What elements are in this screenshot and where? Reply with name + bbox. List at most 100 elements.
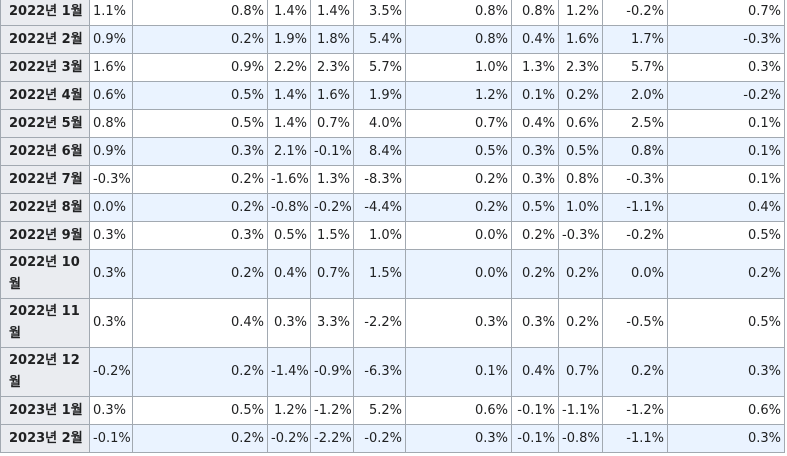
table-cell: 0.7% [558,347,603,397]
table-cell: 0.0% [89,193,133,222]
table-cell: -0.2% [602,221,668,250]
row-header: 2022년 6월 [0,137,90,166]
table-cell: 0.6% [667,396,785,425]
table-row: 2022년 9월 0.3% 0.3% 0.5% 1.5% 1.0% 0.0% 0.2% -0.3… [0,221,785,250]
table-cell: -0.5% [602,298,668,348]
row-header: 2023년 2월 [0,424,90,453]
table-cell: 2.1% [267,137,311,166]
table-cell: 0.3% [89,221,133,250]
table-cell: 0.8% [132,0,268,26]
table-cell: -0.3% [89,165,133,194]
table-cell: 0.6% [558,109,603,138]
table-row: 2022년 3월 1.6% 0.9% 2.2% 2.3% 5.7% 1.0% 1.3% 2.3%… [0,53,785,82]
row-header: 2022년 8월 [0,193,90,222]
table-cell: 0.2% [558,298,603,348]
table-cell: 0.2% [132,424,268,453]
table-cell: 1.9% [353,81,406,110]
table-cell: 0.3% [89,396,133,425]
table-cell: 0.4% [667,193,785,222]
table-cell: -0.1% [511,424,559,453]
table-cell: 0.3% [511,165,559,194]
table-cell: 0.9% [132,53,268,82]
table-cell: 1.6% [310,81,354,110]
table-cell: 0.1% [667,165,785,194]
table-cell: 3.3% [310,298,354,348]
table-cell: 1.2% [405,81,512,110]
table-cell: 0.5% [511,193,559,222]
table-cell: 0.3% [89,298,133,348]
table-cell: 0.7% [667,0,785,26]
table-cell: 1.4% [267,109,311,138]
table-cell: 0.7% [310,109,354,138]
table-cell: 3.5% [353,0,406,26]
row-header: 2022년 5월 [0,109,90,138]
table-row: 2022년 2월 0.9% 0.2% 1.9% 1.8% 5.4% 0.8% 0.4% 1.6%… [0,25,785,54]
table-cell: -0.2% [353,424,406,453]
table-cell: 0.5% [405,137,512,166]
table-row: 2022년 6월 0.9% 0.3% 2.1% -0.1% 8.4% 0.5% 0.3% 0.5… [0,137,785,166]
table-cell: 0.8% [602,137,668,166]
table-cell: 0.2% [558,81,603,110]
table-cell: 0.3% [667,53,785,82]
table-cell: -0.2% [267,424,311,453]
table-cell: 0.2% [602,347,668,397]
table-cell: 1.9% [267,25,311,54]
table-cell: -0.1% [310,137,354,166]
table-cell: 1.0% [558,193,603,222]
table-cell: 2.5% [602,109,668,138]
table-cell: 1.4% [267,81,311,110]
table-cell: -2.2% [310,424,354,453]
table-cell: 0.3% [132,221,268,250]
table-cell: 0.2% [132,165,268,194]
table-cell: 0.4% [511,25,559,54]
table-cell: 0.2% [405,165,512,194]
table-cell: 1.5% [310,221,354,250]
table-cell: 0.2% [558,249,603,299]
table-cell: 0.1% [667,109,785,138]
table-cell: 1.2% [267,396,311,425]
table-cell: 0.1% [511,81,559,110]
table-cell: 1.1% [89,0,133,26]
table-cell: 0.0% [405,249,512,299]
table-cell: -0.9% [310,347,354,397]
table-cell: 1.7% [602,25,668,54]
table-cell: -0.2% [667,81,785,110]
table-cell: 1.6% [89,53,133,82]
table-cell: -1.1% [558,396,603,425]
table-cell: 0.8% [558,165,603,194]
table-cell: 0.3% [511,298,559,348]
table-cell: -0.3% [558,221,603,250]
table-cell: 0.1% [405,347,512,397]
table-cell: 0.5% [667,221,785,250]
table-cell: 0.2% [132,193,268,222]
table-cell: 0.6% [89,81,133,110]
table-cell: 5.7% [602,53,668,82]
table-cell: 0.2% [405,193,512,222]
table-cell: 0.2% [132,25,268,54]
table-cell: 0.8% [405,0,512,26]
table-cell: 0.5% [558,137,603,166]
table-cell: 0.0% [405,221,512,250]
table-row: 2022년 5월 0.8% 0.5% 1.4% 0.7% 4.0% 0.7% 0.4% 0.6%… [0,109,785,138]
row-header: 2023년 1월 [0,396,90,425]
table-cell: 0.3% [511,137,559,166]
table-cell: 0.2% [132,249,268,299]
table-cell: 8.4% [353,137,406,166]
table-cell: 0.1% [667,137,785,166]
table-cell: 0.7% [310,249,354,299]
row-header: 2022년 7월 [0,165,90,194]
table-cell: 0.4% [267,249,311,299]
table-cell: -0.1% [511,396,559,425]
table-cell: 1.0% [405,53,512,82]
row-header: 2022년 2월 [0,25,90,54]
table-cell: -4.4% [353,193,406,222]
table-cell: -1.4% [267,347,311,397]
table-cell: 0.3% [405,424,512,453]
table-row: 2023년 2월 -0.1% 0.2% -0.2% -2.2% -0.2% 0.3% -0.1… [0,424,785,453]
table-cell: 2.3% [310,53,354,82]
table-cell: -1.2% [310,396,354,425]
table-cell: 0.9% [89,25,133,54]
table-cell: 0.3% [667,424,785,453]
table-cell: -1.2% [602,396,668,425]
